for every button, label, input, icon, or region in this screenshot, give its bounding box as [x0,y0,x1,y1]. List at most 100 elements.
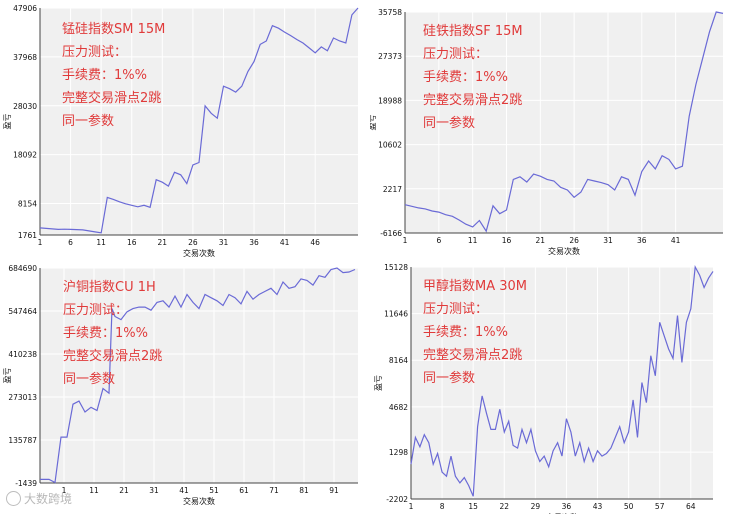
annotation-line: 完整交易滑点2跳 [423,348,523,363]
x-axis-label: 交易次数 [183,496,215,506]
y-tick-label: 28030 [13,102,37,111]
y-tick-label: 8154 [18,200,37,209]
y-tick-label: 8164 [389,356,408,365]
x-tick-label: 31 [219,238,229,247]
chart-annotation: 硅铁指数SF 15M 压力测试： 手续费：1%% 完整交易滑点2跳 同一参数 [423,20,523,135]
x-axis-label: 交易次数 [546,512,578,514]
y-tick-label: 4682 [389,403,408,412]
chart-svg: -2202 1298 4682 8164 11646 15128 1 8 15 22 29 36 43 5… [374,263,714,514]
x-tick-label: 31 [603,236,613,245]
y-tick-label: -2202 [386,495,408,504]
y-tick-label: 27373 [378,52,402,61]
y-tick-label: 410238 [8,350,37,359]
chart-title: 甲醇指数MA 30M [423,279,528,294]
y-tick-label: 11646 [384,310,408,319]
x-tick-label: 61 [239,486,249,495]
x-tick-label: 91 [329,486,339,495]
x-tick-label: 8 [440,502,445,511]
x-tick-label: 57 [655,502,665,511]
x-tick-label: 26 [188,238,198,247]
annotation-line: 同一参数 [423,371,476,386]
x-tick-label: 51 [209,486,219,495]
y-tick-label: 10602 [378,141,402,150]
y-axis-label: 盈亏 [374,375,383,391]
series-line [39,7,359,234]
x-tick-label: 1 [409,502,414,511]
y-tick-label: 35758 [378,8,402,17]
y-tick-label: 273013 [8,393,37,402]
annotation-line: 压力测试： [423,47,489,62]
y-tick-label: 2217 [383,185,402,194]
x-tick-label: 81 [299,486,309,495]
x-tick-label: 11 [96,238,106,247]
annotation-line: 压力测试： [423,302,489,317]
y-tick-label: 18092 [13,151,37,160]
annotation-line: 同一参数 [62,114,115,129]
y-tick-label: 15128 [384,263,408,272]
x-tick-label: 31 [149,486,159,495]
plot-area [411,267,713,499]
y-axis-label: 盈亏 [3,368,12,384]
x-tick-label: 36 [249,238,259,247]
y-tick-label: 547464 [8,307,37,316]
x-tick-label: 16 [127,238,137,247]
y-tick-label: 1761 [18,231,37,240]
x-tick-label: 29 [531,502,541,511]
watermark-text: 大数跨境 [24,492,73,506]
x-tick-label: 21 [119,486,129,495]
annotation-line: 完整交易滑点2跳 [62,91,162,106]
chart-cu: -1439 135787 273013 410238 547464 684690 1 11 21… [0,258,365,514]
annotation-line: 手续费：1%% [63,326,148,341]
watermark-logo-icon [6,491,21,506]
x-tick-label: 11 [468,236,478,245]
y-axis-label: 盈亏 [3,114,12,130]
annotation-line: 完整交易滑点2跳 [423,93,523,108]
chart-ma: -2202 1298 4682 8164 11646 15128 1 8 15 22 29 36 43 5… [370,258,733,514]
x-tick-label: 43 [593,502,603,511]
x-tick-label: 11 [89,486,99,495]
y-tick-label: 135787 [8,436,37,445]
annotation-line: 手续费：1%% [62,68,147,83]
x-tick-label: 50 [624,502,634,511]
y-tick-label: 18988 [378,96,402,105]
x-tick-label: 36 [637,236,647,245]
x-tick-label: 1 [62,486,67,495]
chart-annotation: 沪铜指数CU 1H 压力测试： 手续费：1%% 完整交易滑点2跳 同一参数 [63,276,162,391]
x-axis-label: 交易次数 [183,248,215,258]
x-tick-label: 6 [436,236,441,245]
plot-area [40,8,358,235]
annotation-line: 完整交易滑点2跳 [63,349,163,364]
y-tick-label: 47906 [13,4,37,13]
plot-area [405,12,723,233]
chart-sm: 1761 8154 18092 28030 37968 47906 1 6 11 16 21 26 31… [0,0,365,262]
x-tick-label: 46 [310,238,320,247]
chart-sf: -6166 2217 10602 18988 27373 35758 1 6 11 16 21 26 3… [370,0,733,262]
y-axis-label: 盈亏 [370,115,377,131]
watermark: 大数跨境 [6,490,72,507]
y-tick-label: 684690 [8,264,37,273]
y-tick-label: 1298 [389,448,408,457]
chart-annotation: 锰硅指数SM 15M 压力测试： 手续费：1%% 完整交易滑点2跳 同一参数 [62,18,165,133]
x-tick-label: 1 [38,238,43,247]
x-tick-label: 41 [179,486,189,495]
plot-area [40,268,358,483]
x-tick-label: 41 [280,238,290,247]
series-line [40,267,356,484]
annotation-line: 手续费：1%% [423,325,508,340]
x-tick-label: 15 [468,502,478,511]
x-tick-label: 71 [269,486,279,495]
chart-title: 锰硅指数SM 15M [62,22,166,37]
annotation-line: 手续费：1%% [423,70,508,85]
x-tick-label: 64 [686,502,696,511]
x-tick-label: 36 [562,502,572,511]
annotation-line: 压力测试： [63,303,129,318]
x-tick-label: 26 [569,236,579,245]
x-tick-label: 21 [158,238,168,247]
chart-annotation: 甲醇指数MA 30M 压力测试： 手续费：1%% 完整交易滑点2跳 同一参数 [423,275,527,390]
x-tick-label: 1 [403,236,408,245]
x-tick-label: 21 [536,236,546,245]
y-tick-label: -1439 [15,479,37,488]
